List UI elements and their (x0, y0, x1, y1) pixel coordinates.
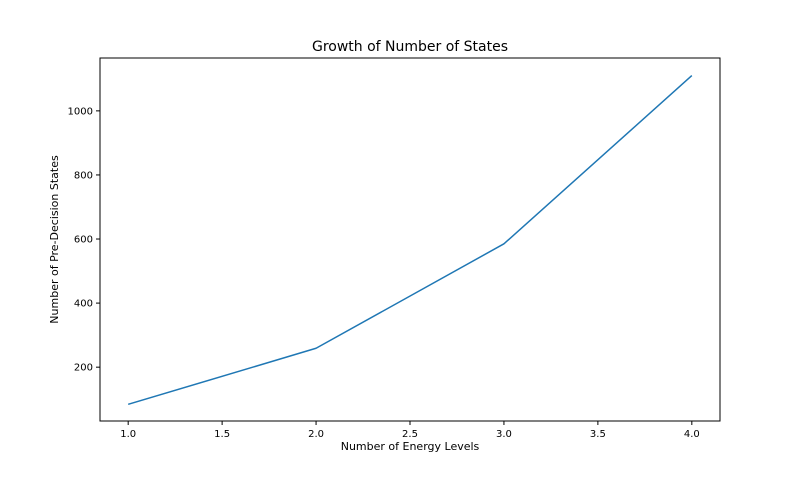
x-tick-label: 2.5 (402, 429, 418, 440)
series-line (127, 75, 693, 406)
y-tick-label: 1000 (68, 106, 93, 117)
x-tick-label: 3.0 (496, 429, 512, 440)
series-group (127, 75, 693, 406)
x-tick-label: 4.0 (684, 429, 700, 440)
x-tick-label: 1.0 (120, 429, 136, 440)
y-tick-label: 400 (74, 299, 93, 310)
plot-frame (99, 57, 721, 422)
chart-title: Growth of Number of States (312, 39, 508, 55)
x-tick-label: 1.5 (214, 429, 230, 440)
x-tick-label: 3.5 (590, 429, 606, 440)
x-axis-label: Number of Energy Levels (341, 440, 480, 453)
y-tick-label: 600 (74, 235, 93, 246)
x-axis: 1.0 1.5 2.0 2.5 3.0 3.5 4.0 (120, 421, 700, 440)
y-axis-label: Number of Pre-Decision States (48, 155, 61, 324)
y-axis: 200 400 600 800 1000 (68, 106, 100, 374)
y-tick-label: 800 (74, 170, 93, 181)
y-tick-label: 200 (74, 363, 93, 374)
x-tick-label: 2.0 (308, 429, 324, 440)
plot-area: 1.0 1.5 2.0 2.5 3.0 3.5 4.0 200 400 600 800 1000 (68, 57, 721, 440)
